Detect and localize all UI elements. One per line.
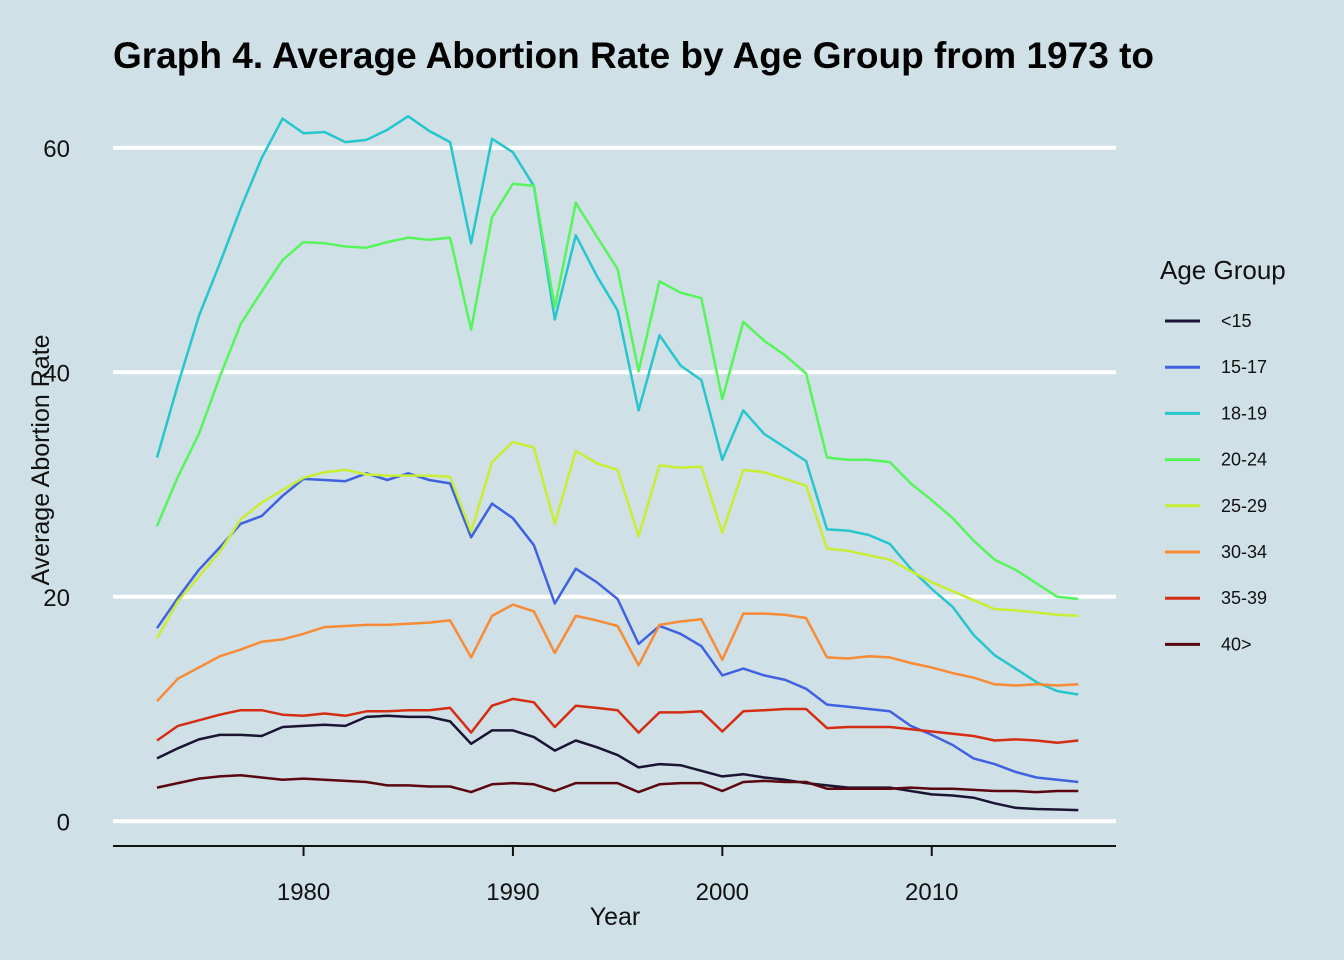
legend: <15 15-17 18-19 20-24 25-29 30-34 35-39 40> (1165, 311, 1267, 654)
legend-label-30-34: 30-34 (1221, 542, 1267, 562)
y-axis-ticks: 0 20 40 60 (43, 136, 70, 837)
series-line-18-19 (155, 115, 1079, 696)
legend-label-15-17: 15-17 (1221, 357, 1267, 377)
series-line-40> (156, 774, 1079, 794)
chart-title: Graph 4. Average Abortion Rate by Age Gr… (113, 35, 1154, 76)
y-tick-label-0: 0 (57, 809, 70, 836)
series-line-35-39 (156, 697, 1079, 744)
y-tick-label-40: 40 (43, 360, 70, 387)
grid-lines (113, 145, 1116, 824)
y-tick-label-20: 20 (43, 585, 70, 612)
legend-label-40>: 40> (1221, 634, 1252, 654)
series-line-<15 (156, 714, 1079, 812)
x-tick-label-2010: 2010 (905, 879, 958, 906)
y-axis-label: Average Abortion Rate (27, 334, 55, 585)
x-tick-label-2000: 2000 (696, 879, 749, 906)
series-line-25-29 (155, 440, 1079, 639)
series-line-30-34 (156, 603, 1079, 703)
x-axis-ticks: 1980 1990 2000 2010 (277, 846, 958, 906)
legend-label-18-19: 18-19 (1221, 403, 1267, 423)
series-lines (155, 115, 1079, 812)
x-axis-label: Year (590, 903, 641, 931)
legend-label-<15: <15 (1221, 311, 1252, 331)
legend-label-25-29: 25-29 (1221, 496, 1267, 516)
legend-label-20-24: 20-24 (1221, 450, 1267, 470)
series-line-20-24 (155, 182, 1079, 601)
legend-label-35-39: 35-39 (1221, 588, 1267, 608)
legend-title: Age Group (1160, 255, 1286, 285)
x-tick-label-1980: 1980 (277, 879, 330, 906)
y-tick-label-60: 60 (43, 136, 70, 163)
x-tick-label-1990: 1990 (486, 879, 539, 906)
